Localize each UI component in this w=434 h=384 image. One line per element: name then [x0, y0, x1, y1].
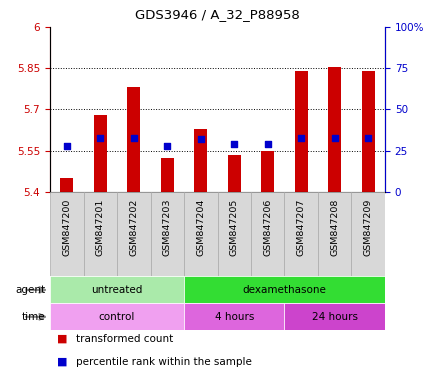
Bar	[260, 151, 274, 192]
Point	[63, 143, 70, 149]
Bar	[83, 192, 117, 276]
Point	[264, 141, 271, 147]
Bar	[250, 192, 284, 276]
Bar	[184, 192, 217, 276]
Bar	[50, 192, 83, 276]
Bar	[184, 303, 284, 330]
Point	[97, 134, 104, 141]
Text: GSM847207: GSM847207	[296, 199, 305, 256]
Text: ■: ■	[56, 357, 67, 367]
Bar	[93, 115, 107, 192]
Text: GSM847208: GSM847208	[329, 199, 339, 256]
Text: percentile rank within the sample: percentile rank within the sample	[76, 357, 251, 367]
Point	[164, 143, 171, 149]
Point	[130, 134, 137, 141]
Bar	[317, 192, 351, 276]
Text: GSM847206: GSM847206	[263, 199, 272, 256]
Bar	[327, 67, 341, 192]
Bar	[60, 178, 73, 192]
Bar	[194, 129, 207, 192]
Text: control: control	[99, 312, 135, 322]
Text: GSM847205: GSM847205	[229, 199, 238, 256]
Bar	[284, 303, 384, 330]
Bar	[150, 192, 184, 276]
Point	[297, 134, 304, 141]
Text: agent: agent	[16, 285, 46, 295]
Text: time: time	[22, 312, 46, 322]
Text: GSM847203: GSM847203	[162, 199, 171, 256]
Bar	[117, 192, 150, 276]
Bar	[294, 71, 307, 192]
Text: GSM847209: GSM847209	[363, 199, 372, 256]
Point	[197, 136, 204, 142]
Text: transformed count: transformed count	[76, 334, 173, 344]
Bar	[127, 88, 140, 192]
Text: 24 hours: 24 hours	[311, 312, 357, 322]
Point	[364, 134, 371, 141]
Bar	[361, 71, 374, 192]
Text: GSM847201: GSM847201	[95, 199, 105, 256]
Text: untreated: untreated	[91, 285, 142, 295]
Bar	[217, 192, 250, 276]
Text: GDS3946 / A_32_P88958: GDS3946 / A_32_P88958	[135, 8, 299, 21]
Text: dexamethasone: dexamethasone	[242, 285, 326, 295]
Bar	[50, 276, 184, 303]
Point	[331, 134, 338, 141]
Text: GSM847204: GSM847204	[196, 199, 205, 256]
Bar	[160, 157, 174, 192]
Text: GSM847200: GSM847200	[62, 199, 71, 256]
Bar	[284, 192, 317, 276]
Bar	[227, 155, 240, 192]
Text: 4 hours: 4 hours	[214, 312, 253, 322]
Bar	[50, 303, 184, 330]
Text: ■: ■	[56, 334, 67, 344]
Bar	[184, 276, 384, 303]
Text: GSM847202: GSM847202	[129, 199, 138, 256]
Bar	[351, 192, 384, 276]
Point	[230, 141, 237, 147]
